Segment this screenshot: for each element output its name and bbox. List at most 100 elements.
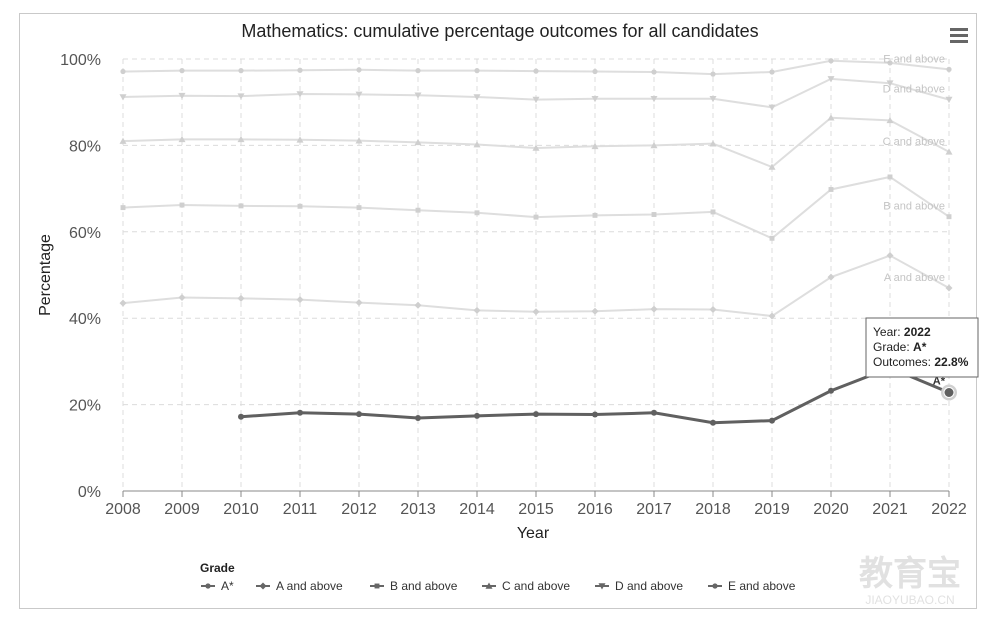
legend-marker xyxy=(485,582,493,589)
x-tick-label: 2017 xyxy=(636,501,672,518)
data-point xyxy=(473,94,481,101)
chart-title: Mathematics: cumulative percentage outco… xyxy=(241,21,758,41)
tooltip-year: Year: 2022 xyxy=(873,325,931,339)
data-point xyxy=(474,68,480,74)
series-layer: A and above B and above C and above D and a… xyxy=(119,53,957,426)
legend-marker xyxy=(374,583,380,589)
data-point xyxy=(886,252,894,260)
data-point xyxy=(710,71,716,77)
series-1: A and above xyxy=(119,252,953,320)
legend-label: D and above xyxy=(615,579,683,593)
data-point xyxy=(119,299,127,307)
data-point xyxy=(296,91,304,98)
data-point xyxy=(650,141,658,149)
data-point xyxy=(533,411,539,418)
series-end-label: A* xyxy=(933,376,946,388)
data-point xyxy=(179,68,185,74)
data-point xyxy=(592,411,598,418)
x-tick-label: 2009 xyxy=(164,501,200,518)
series-end-label: D and above xyxy=(883,84,945,96)
x-tick-label: 2018 xyxy=(695,501,731,518)
legend-marker xyxy=(205,583,211,589)
x-tick-label: 2010 xyxy=(223,501,259,518)
y-tick-label: 20% xyxy=(69,398,101,415)
legend-marker xyxy=(598,583,606,590)
data-point xyxy=(709,140,717,147)
data-point xyxy=(533,68,539,74)
data-point xyxy=(651,409,657,416)
data-point xyxy=(415,414,421,421)
y-tick-label: 100% xyxy=(60,52,101,69)
legend-item-2[interactable]: B and above xyxy=(370,579,458,593)
data-point xyxy=(414,301,422,309)
data-point xyxy=(827,114,835,121)
data-point xyxy=(710,209,716,215)
data-point xyxy=(887,174,893,180)
x-tick-label: 2011 xyxy=(283,501,318,518)
legend-item-4[interactable]: D and above xyxy=(595,579,683,593)
data-point xyxy=(591,307,599,315)
hamburger-menu-icon[interactable] xyxy=(950,28,968,43)
series-2: B and above xyxy=(120,174,952,241)
data-point xyxy=(473,141,481,148)
data-point xyxy=(769,69,775,75)
legend-item-1[interactable]: A and above xyxy=(256,579,343,593)
data-point xyxy=(768,104,776,111)
data-point xyxy=(237,93,245,100)
data-point xyxy=(474,210,480,216)
data-point xyxy=(119,137,127,144)
legend-item-3[interactable]: C and above xyxy=(482,579,570,593)
data-point xyxy=(355,299,363,307)
data-point xyxy=(828,187,834,192)
y-tick-label: 40% xyxy=(69,311,101,328)
data-point xyxy=(356,67,362,73)
data-point xyxy=(828,58,834,64)
data-point xyxy=(297,203,303,209)
data-point xyxy=(710,419,716,426)
watermark-text: 教育宝 xyxy=(859,554,961,594)
data-point xyxy=(120,68,126,75)
series-end-label: C and above xyxy=(883,136,945,148)
data-point xyxy=(650,95,658,103)
data-point xyxy=(651,69,657,75)
data-point xyxy=(414,138,422,146)
tooltip: Year: 2022 Grade: A* Outcomes: 22.8% xyxy=(865,317,979,378)
x-tick-label: 2022 xyxy=(931,501,967,518)
x-tick-label: 2012 xyxy=(341,501,377,518)
data-point xyxy=(119,94,127,101)
legend-item-0[interactable]: A* xyxy=(201,579,234,593)
data-point xyxy=(237,294,245,302)
legend-title: Grade xyxy=(200,561,235,575)
x-tick-label: 2020 xyxy=(813,501,849,518)
series-end-label: A and above xyxy=(884,272,945,284)
data-point xyxy=(356,411,362,418)
x-tick-label: 2014 xyxy=(459,501,495,518)
y-tick-label: 80% xyxy=(69,138,101,155)
x-tick-label: 2021 xyxy=(872,501,908,518)
data-point xyxy=(886,116,894,124)
legend-label: E and above xyxy=(728,579,796,593)
data-point xyxy=(769,417,775,424)
data-point xyxy=(945,96,953,104)
data-point xyxy=(532,96,540,104)
data-point xyxy=(943,387,955,399)
y-tick-label: 0% xyxy=(78,484,101,501)
data-point xyxy=(356,205,362,211)
data-point xyxy=(238,203,244,209)
data-point xyxy=(532,308,540,316)
data-point xyxy=(178,293,186,301)
data-point xyxy=(709,95,717,103)
series-3: C and above xyxy=(119,114,953,170)
data-point xyxy=(237,135,245,143)
legend-label: A* xyxy=(221,579,234,593)
data-point xyxy=(415,207,421,213)
series-0: A* xyxy=(238,364,957,426)
data-point xyxy=(120,205,126,211)
data-point xyxy=(296,136,304,143)
data-point xyxy=(179,202,185,208)
x-axis-title: Year xyxy=(517,525,550,542)
x-tick-label: 2015 xyxy=(518,501,554,518)
data-point xyxy=(238,413,244,420)
legend-item-5[interactable]: E and above xyxy=(708,579,796,593)
